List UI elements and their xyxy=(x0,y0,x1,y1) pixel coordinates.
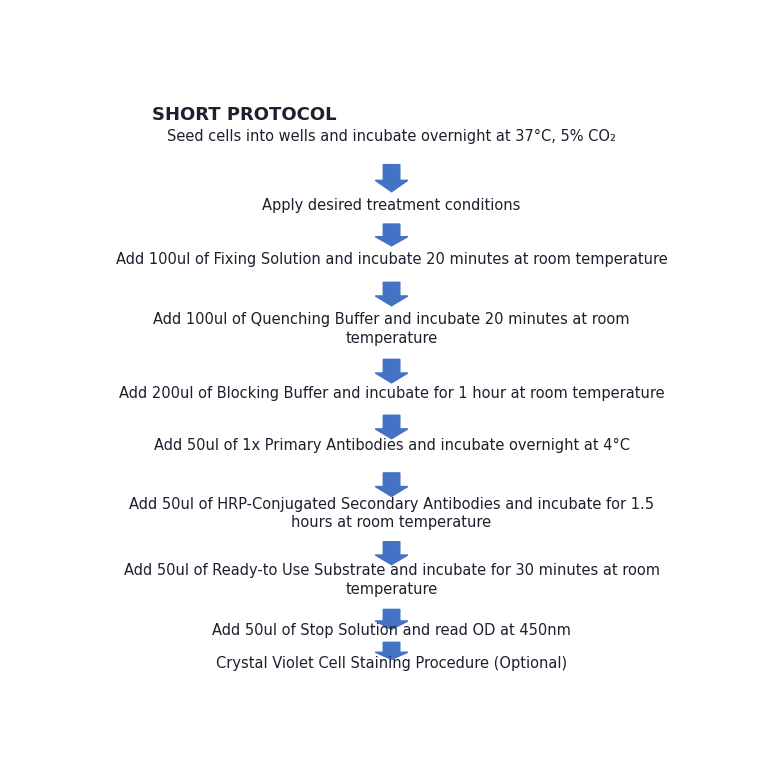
Text: Seed cells into wells and incubate overnight at 37°C, 5% CO₂: Seed cells into wells and incubate overn… xyxy=(167,129,616,144)
FancyArrow shape xyxy=(375,473,408,497)
Text: SHORT PROTOCOL: SHORT PROTOCOL xyxy=(152,106,336,125)
Text: Crystal Violet Cell Staining Procedure (Optional): Crystal Violet Cell Staining Procedure (… xyxy=(216,656,567,672)
Text: Add 50ul of HRP-Conjugated Secondary Antibodies and incubate for 1.5
hours at ro: Add 50ul of HRP-Conjugated Secondary Ant… xyxy=(129,497,654,530)
Text: Add 50ul of Ready-to Use Substrate and incubate for 30 minutes at room
temperatu: Add 50ul of Ready-to Use Substrate and i… xyxy=(124,563,659,597)
FancyArrow shape xyxy=(375,359,408,383)
FancyArrow shape xyxy=(375,224,408,246)
FancyArrow shape xyxy=(375,610,408,630)
Text: Add 50ul of 1x Primary Antibodies and incubate overnight at 4°C: Add 50ul of 1x Primary Antibodies and in… xyxy=(154,439,630,453)
Text: Add 200ul of Blocking Buffer and incubate for 1 hour at room temperature: Add 200ul of Blocking Buffer and incubat… xyxy=(118,386,665,401)
Text: Add 100ul of Quenching Buffer and incubate 20 minutes at room
temperature: Add 100ul of Quenching Buffer and incuba… xyxy=(154,312,630,345)
Text: Add 50ul of Stop Solution and read OD at 450nm: Add 50ul of Stop Solution and read OD at… xyxy=(212,623,571,638)
FancyArrow shape xyxy=(375,415,408,439)
FancyArrow shape xyxy=(375,643,408,659)
FancyArrow shape xyxy=(375,282,408,306)
Text: Add 100ul of Fixing Solution and incubate 20 minutes at room temperature: Add 100ul of Fixing Solution and incubat… xyxy=(115,252,668,267)
Text: Apply desired treatment conditions: Apply desired treatment conditions xyxy=(262,198,521,213)
FancyArrow shape xyxy=(375,164,408,192)
FancyArrow shape xyxy=(375,542,408,565)
